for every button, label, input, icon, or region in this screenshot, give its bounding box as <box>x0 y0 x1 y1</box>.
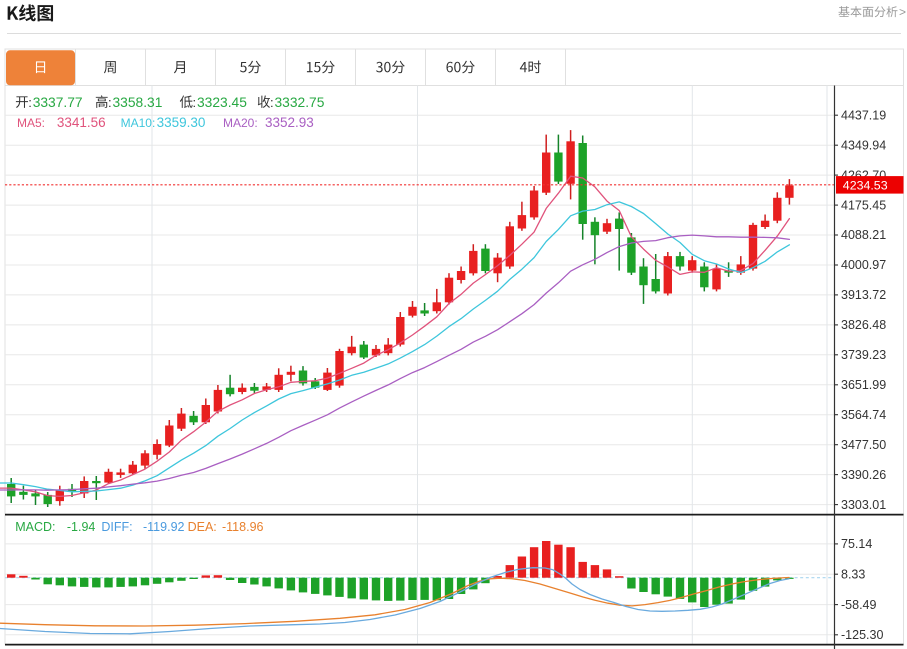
svg-text:3352.93: 3352.93 <box>265 115 314 130</box>
svg-text:3358.31: 3358.31 <box>113 95 163 110</box>
svg-text:3303.01: 3303.01 <box>841 498 886 512</box>
svg-text::: : <box>193 95 197 110</box>
svg-text:4234.53: 4234.53 <box>843 179 888 193</box>
svg-text:3913.72: 3913.72 <box>841 288 886 302</box>
svg-text:3359.30: 3359.30 <box>157 115 206 130</box>
svg-text:-119.92: -119.92 <box>143 520 185 534</box>
svg-text:3323.45: 3323.45 <box>197 95 247 110</box>
svg-text:4088.21: 4088.21 <box>841 228 886 242</box>
svg-text:MACD:: MACD: <box>15 520 55 534</box>
svg-text::: : <box>270 95 274 110</box>
svg-text:3341.56: 3341.56 <box>57 115 106 130</box>
svg-text:4000.97: 4000.97 <box>841 258 886 272</box>
svg-text:-125.30: -125.30 <box>841 628 883 642</box>
svg-text::: : <box>28 95 32 110</box>
svg-text::: : <box>108 95 112 110</box>
svg-text:3651.99: 3651.99 <box>841 378 886 392</box>
svg-text:4349.94: 4349.94 <box>841 138 886 152</box>
svg-text:3477.50: 3477.50 <box>841 438 886 452</box>
svg-text:-1.94: -1.94 <box>67 520 96 534</box>
svg-text:MA5:: MA5: <box>17 116 45 130</box>
svg-text:-58.49: -58.49 <box>841 598 876 612</box>
svg-text:3337.77: 3337.77 <box>33 95 83 110</box>
svg-text:3826.48: 3826.48 <box>841 318 886 332</box>
svg-text:MA10:: MA10: <box>121 116 156 130</box>
svg-text:3390.26: 3390.26 <box>841 468 886 482</box>
svg-text:MA20:: MA20: <box>223 116 258 130</box>
svg-text:8.33: 8.33 <box>841 567 865 581</box>
svg-text:4437.19: 4437.19 <box>841 108 886 122</box>
svg-text:3739.23: 3739.23 <box>841 348 886 362</box>
svg-text:DIFF:: DIFF: <box>101 520 132 534</box>
svg-text:-118.96: -118.96 <box>222 520 264 534</box>
svg-text:>: > <box>899 5 906 19</box>
svg-text:75.14: 75.14 <box>841 537 872 551</box>
svg-text:DEA:: DEA: <box>188 520 217 534</box>
svg-text:3332.75: 3332.75 <box>275 95 325 110</box>
svg-text:3564.74: 3564.74 <box>841 408 886 422</box>
svg-text:4175.45: 4175.45 <box>841 198 886 212</box>
